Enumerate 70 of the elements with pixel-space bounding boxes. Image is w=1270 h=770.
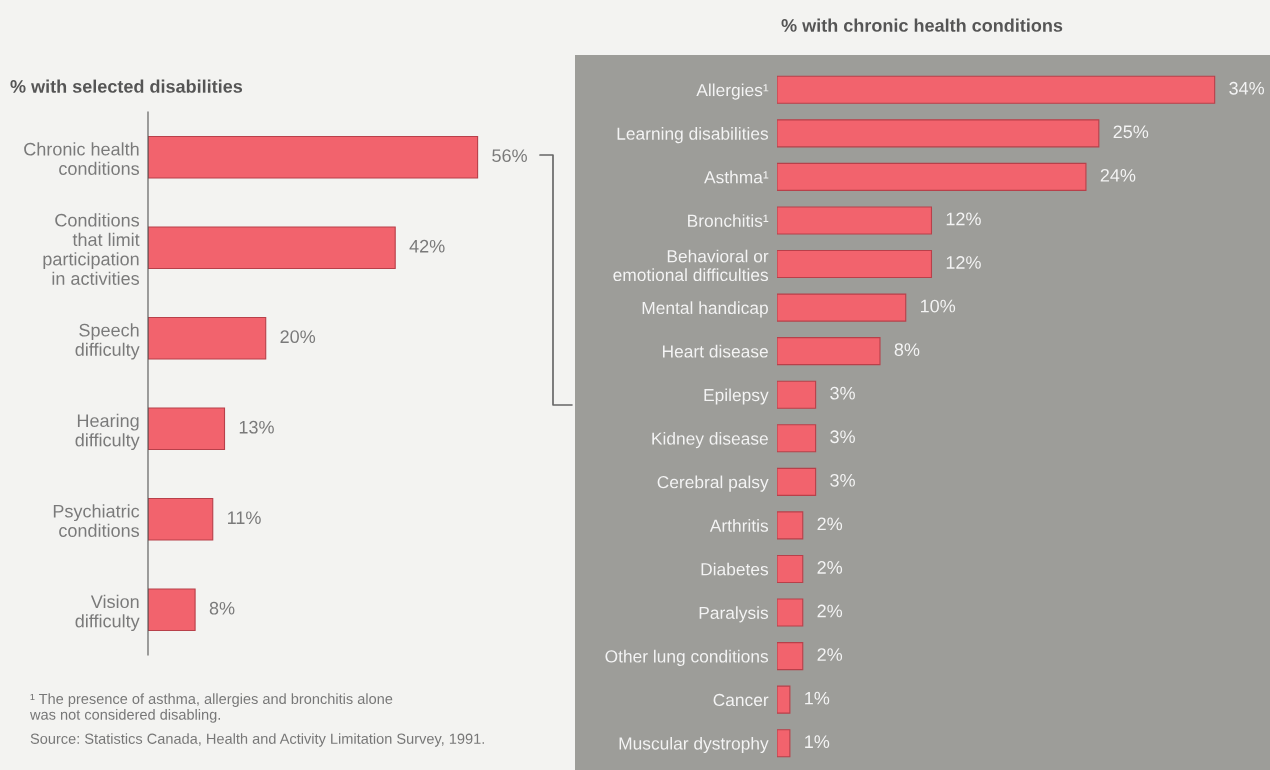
data-label: 2%: [817, 604, 843, 618]
y-tick-label: Heart disease: [662, 344, 768, 358]
data-label: 3%: [830, 386, 855, 400]
y-tick-label: Diabetes: [701, 562, 769, 576]
bar: [777, 380, 817, 409]
data-label: 24%: [1100, 168, 1136, 182]
y-tick-label: Other lung conditions: [605, 649, 769, 666]
data-label: 3%: [830, 430, 855, 444]
y-tick-label: Vision difficulty: [75, 594, 140, 632]
bar: [777, 511, 804, 540]
bar: [148, 588, 196, 632]
y-tick-label: Kidney disease: [652, 431, 768, 449]
bar: [777, 206, 933, 235]
y-tick-label: Cerebral palsy: [657, 475, 769, 492]
bar: [148, 407, 226, 451]
y-tick-label: Cancer: [713, 693, 769, 707]
y-tick-label: Hearing difficulty: [75, 413, 140, 451]
bar: [777, 162, 1087, 191]
bar: [777, 554, 804, 584]
data-label: 2%: [817, 517, 843, 531]
data-label: 2%: [817, 561, 843, 574]
bar: [777, 249, 933, 279]
data-label: 10%: [920, 299, 956, 313]
y-tick-label: Learning disabilities: [617, 127, 769, 144]
data-label: 3%: [830, 473, 855, 487]
bar: [777, 685, 791, 714]
data-label: 1%: [805, 735, 830, 748]
bar: [777, 119, 1100, 148]
y-tick-label: Allergies¹: [696, 83, 769, 100]
y-tick-label: Muscular dystrophy: [619, 736, 769, 754]
data-label: 42%: [409, 239, 445, 253]
y-tick-label: Behavioral or emotional difficulties: [613, 249, 769, 282]
y-tick-label: Mental handicap: [642, 301, 768, 318]
y-tick-label: Psychiatric conditions: [53, 504, 140, 537]
data-label: 12%: [946, 256, 981, 269]
y-tick-label: Chronic health conditions: [24, 142, 140, 175]
data-label: 13%: [239, 420, 274, 434]
y-tick-label: Bronchitis¹: [688, 214, 769, 227]
bar: [777, 467, 817, 496]
chart-title: % with selected disabilities: [10, 79, 243, 93]
bar: [777, 729, 791, 758]
y-tick-label: Conditions that limit participation in activities: [43, 213, 140, 285]
y-tick-label: Paralysis: [699, 606, 769, 623]
bar: [148, 135, 479, 179]
source-note: Source: Statistics Canada, Health and Activity Limitation Survey, 1991.: [30, 733, 484, 747]
bar: [777, 598, 804, 627]
bar: [777, 337, 881, 366]
data-label: 1%: [805, 691, 830, 705]
y-tick-label: Speech difficulty: [75, 323, 140, 360]
y-tick-label: Epilepsy: [704, 388, 769, 405]
bar: [148, 226, 396, 270]
data-label: 8%: [894, 343, 920, 356]
bar: [777, 75, 1216, 104]
bar: [777, 293, 907, 322]
data-label: 34%: [1229, 81, 1265, 95]
data-label: 2%: [817, 648, 843, 661]
bar: [148, 497, 214, 541]
data-label: 20%: [280, 330, 316, 344]
data-label: 25%: [1113, 125, 1149, 139]
bar: [148, 316, 267, 360]
bar: [777, 642, 804, 671]
bar: [777, 424, 817, 453]
data-label: 11%: [228, 511, 261, 525]
data-label: 12%: [946, 212, 981, 226]
data-label: 8%: [209, 601, 235, 615]
chart-title: % with chronic health conditions: [781, 18, 1063, 32]
data-label: 56%: [492, 149, 527, 163]
text: ¹ The presence of asthma, allergies and bronchitis alone was not considered disabling.: [29, 693, 393, 723]
y-tick-label: Asthma¹: [704, 170, 769, 184]
y-tick-label: Arthritis: [709, 519, 769, 532]
